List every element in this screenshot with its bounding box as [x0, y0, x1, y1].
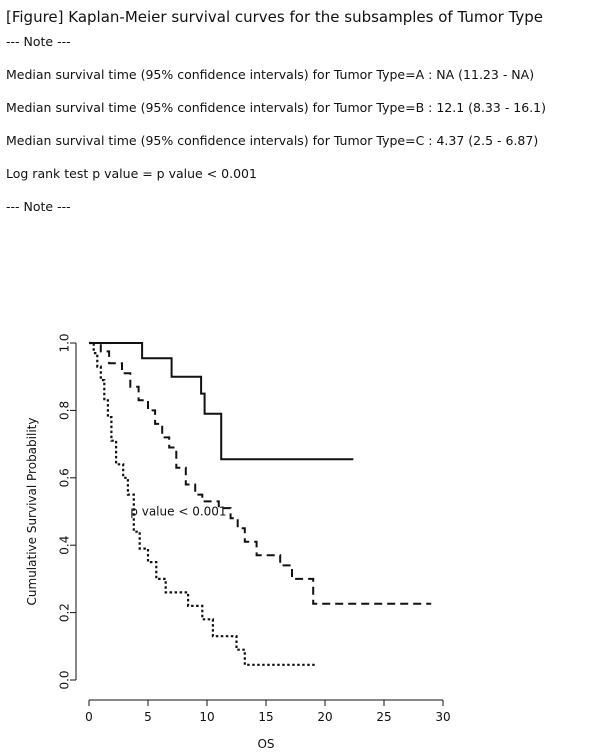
x-tick-label: 10 [199, 710, 214, 724]
x-tick-label: 25 [376, 710, 391, 724]
x-axis-label: OS [257, 737, 274, 751]
survival-curve-solid [89, 342, 354, 461]
note-close: --- Note --- [6, 199, 71, 214]
x-tick-label: 15 [258, 710, 273, 724]
y-tick-label: 1.0 [58, 333, 72, 352]
figure-title: [Figure] Kaplan-Meier survival curves fo… [6, 8, 544, 26]
y-tick-label: 0.0 [58, 670, 72, 689]
note-open: --- Note --- [6, 34, 71, 49]
x-tick-label: 20 [317, 710, 332, 724]
x-tick-label: 5 [144, 710, 152, 724]
p-value-annotation: p value < 0.001 [130, 505, 226, 519]
survival-curve-dotted [89, 341, 317, 666]
x-tick-label: 30 [435, 710, 450, 724]
y-tick-label: 0.8 [58, 401, 72, 420]
log-rank-line: Log rank test p value = p value < 0.001 [6, 166, 257, 181]
survival-curves [89, 341, 432, 666]
km-survival-chart: 0 5 10 15 20 25 30 0.0 0.2 0.4 0.6 0.8 1.0 p value <… [25, 333, 451, 751]
y-tick-label: 0.4 [58, 536, 72, 555]
x-tick-label: 0 [85, 710, 93, 724]
plot-axes: 0 5 10 15 20 25 30 0.0 0.2 0.4 0.6 0.8 1.0 [58, 333, 451, 724]
y-tick-label: 0.2 [58, 603, 72, 622]
median-line-c: Median survival time (95% confidence int… [6, 133, 539, 148]
survival-curve-dashed [89, 342, 432, 605]
median-line-b: Median survival time (95% confidence int… [6, 100, 547, 115]
y-tick-label: 0.6 [58, 468, 72, 487]
report-text: [Figure] Kaplan-Meier survival curves fo… [6, 6, 598, 232]
y-axis-label: Cumulative Survival Probability [25, 418, 39, 606]
median-line-a: Median survival time (95% confidence int… [6, 67, 535, 82]
